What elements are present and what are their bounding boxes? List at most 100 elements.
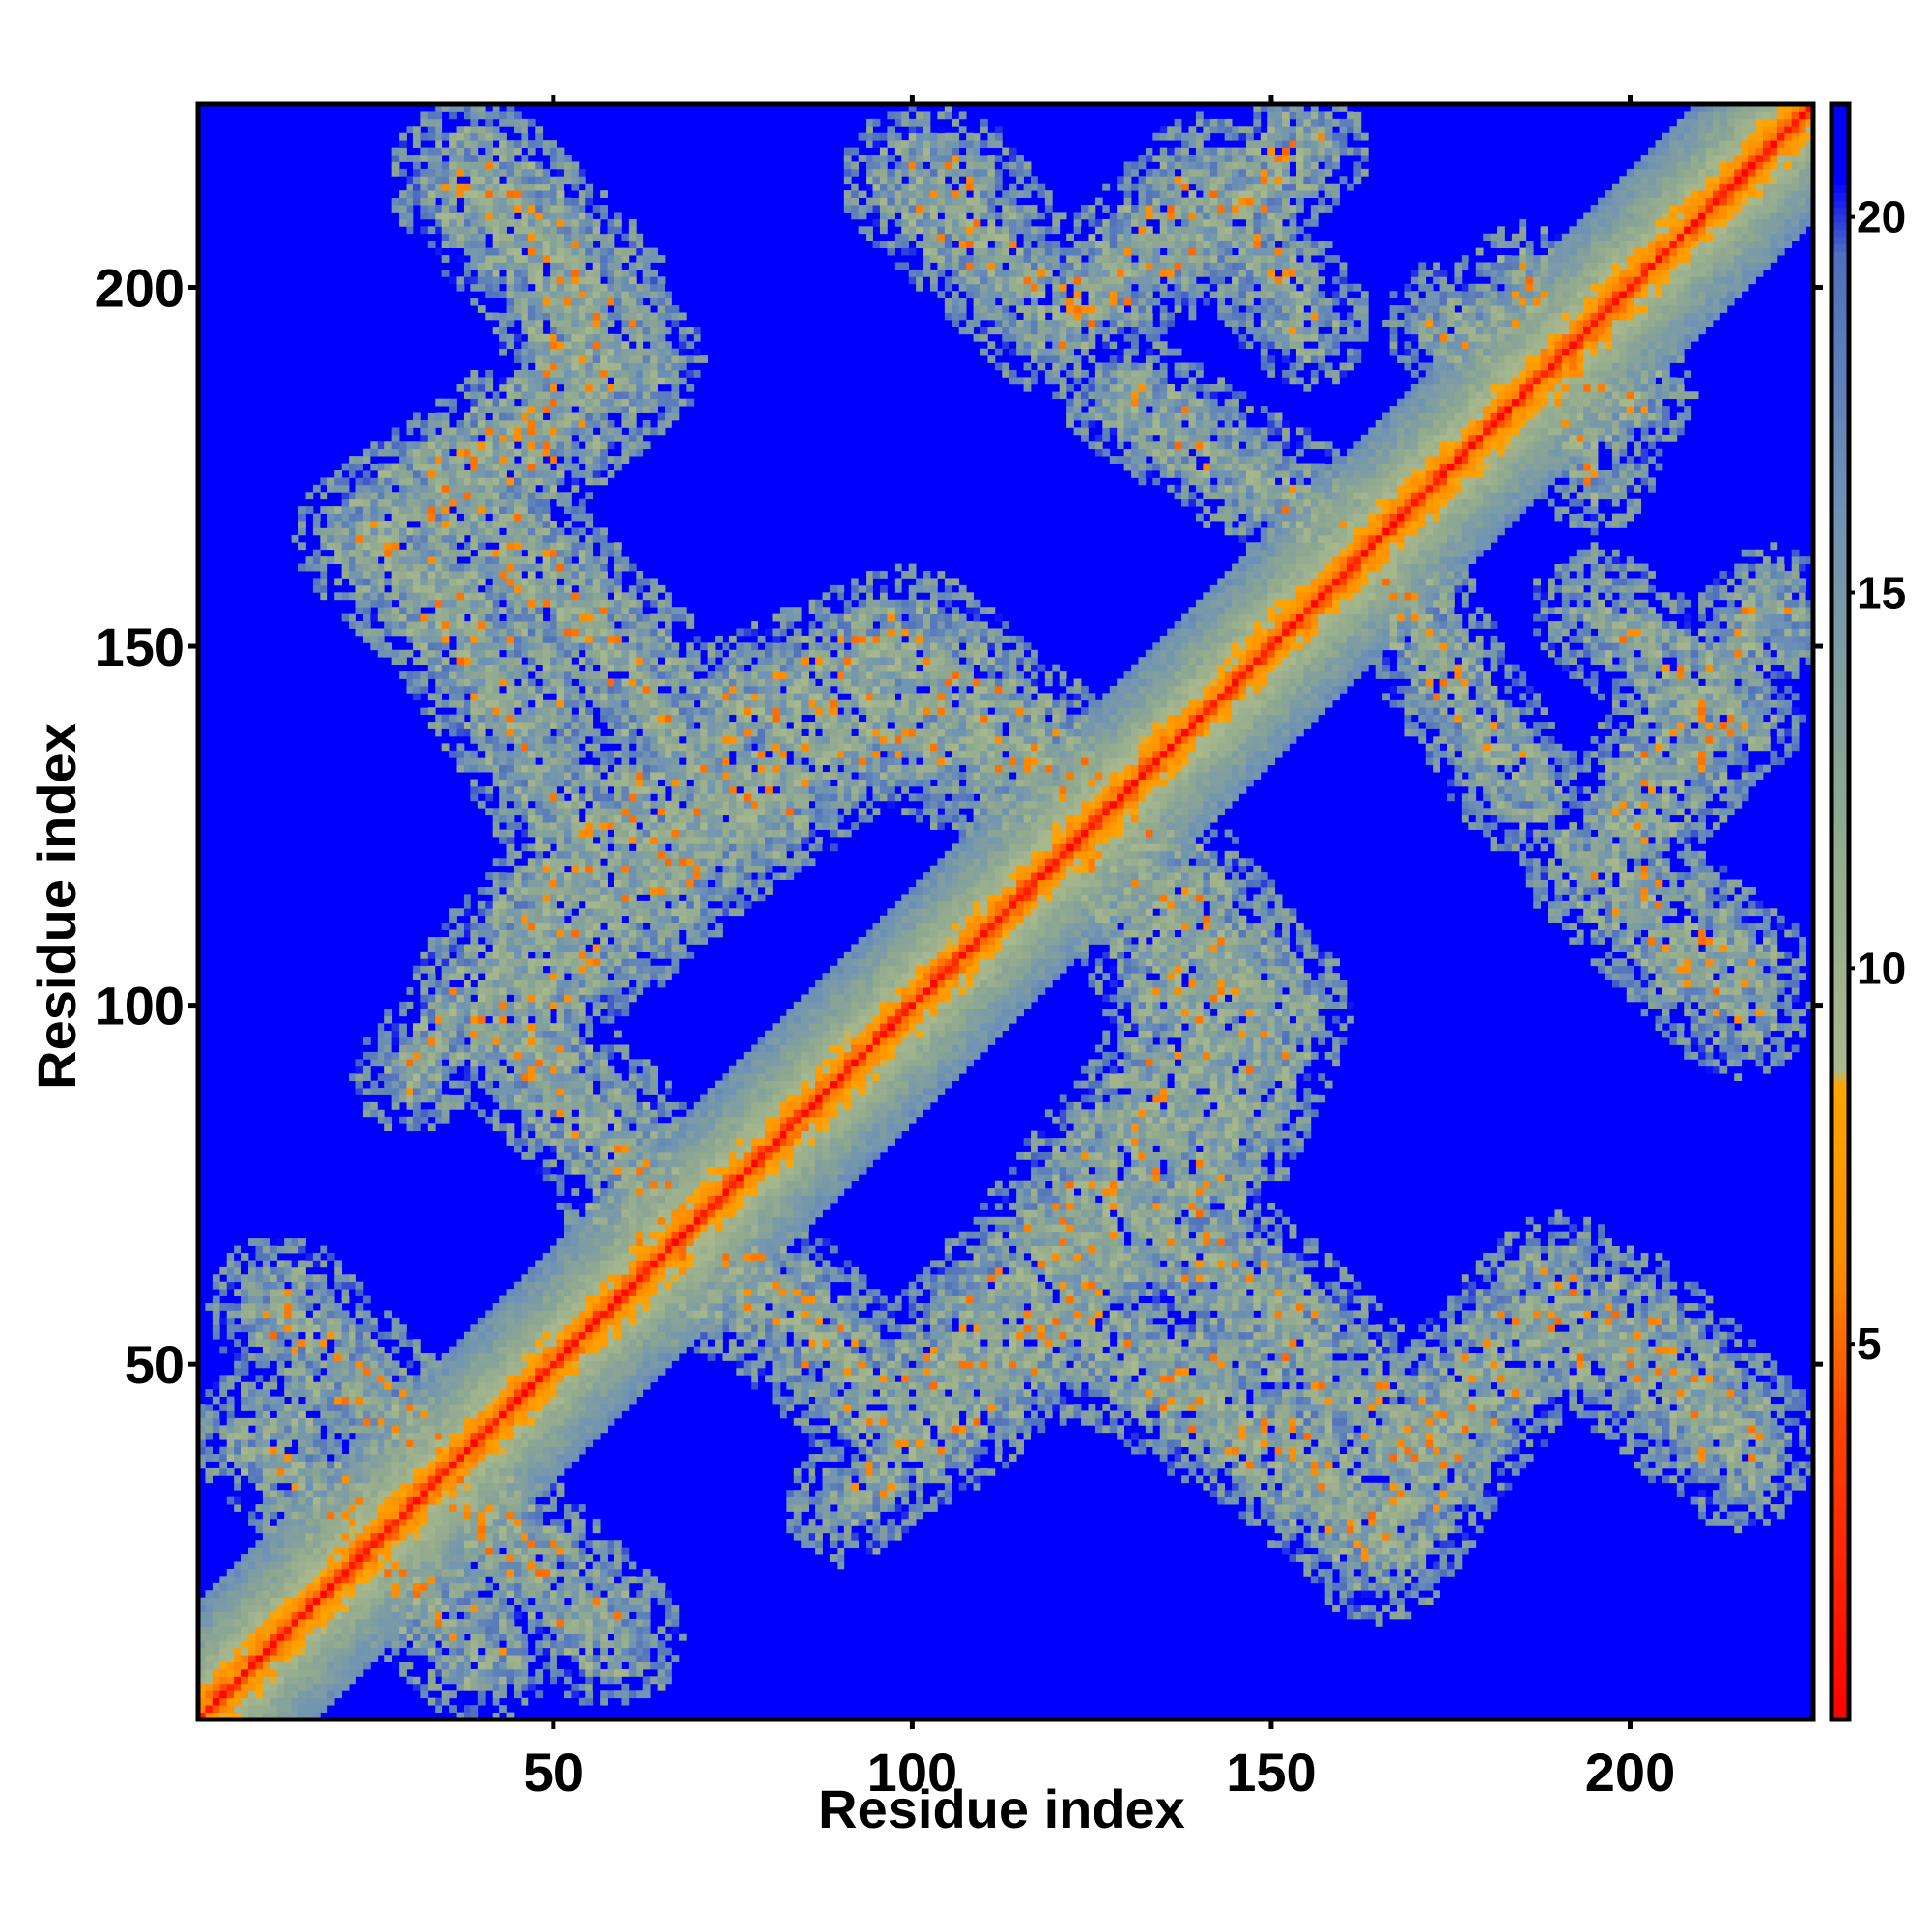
heatmap-cell bbox=[456, 1590, 465, 1599]
heatmap-cell bbox=[535, 779, 544, 787]
heatmap-cell bbox=[412, 1009, 421, 1017]
heatmap-cell bbox=[291, 1266, 299, 1275]
heatmap-cell bbox=[399, 463, 407, 471]
heatmap-cell bbox=[470, 1712, 479, 1720]
heatmap-cell bbox=[456, 750, 465, 758]
heatmap-cell bbox=[449, 1065, 457, 1074]
heatmap-cell bbox=[550, 1618, 557, 1627]
heatmap-cell bbox=[492, 937, 500, 945]
heatmap-cell bbox=[248, 1668, 256, 1677]
heatmap-cell bbox=[327, 1367, 335, 1376]
heatmap-cell bbox=[412, 965, 421, 974]
heatmap-cell bbox=[492, 685, 500, 694]
heatmap-cell bbox=[527, 384, 536, 392]
heatmap-cell bbox=[535, 1490, 544, 1498]
heatmap-cell bbox=[477, 183, 486, 191]
heatmap-cell bbox=[550, 1396, 557, 1405]
heatmap-cell bbox=[485, 1618, 494, 1627]
heatmap-cell bbox=[399, 1518, 407, 1526]
heatmap-cell bbox=[276, 1554, 285, 1562]
heatmap-cell bbox=[513, 1375, 522, 1383]
heatmap-cell bbox=[406, 1540, 414, 1548]
heatmap-cell bbox=[485, 147, 494, 156]
heatmap-cell bbox=[449, 908, 457, 917]
heatmap-cell bbox=[506, 1611, 515, 1620]
heatmap-cell bbox=[542, 908, 551, 917]
heatmap-cell bbox=[420, 1009, 429, 1017]
heatmap-cell bbox=[334, 1496, 343, 1505]
heatmap-cell bbox=[477, 427, 486, 436]
heatmap-cell bbox=[470, 1023, 479, 1032]
heatmap-cell bbox=[542, 836, 551, 844]
heatmap-cell bbox=[506, 1381, 515, 1390]
heatmap-cell bbox=[470, 1518, 479, 1526]
heatmap-cell bbox=[362, 1475, 371, 1484]
heatmap-cell bbox=[513, 255, 522, 263]
heatmap-cell bbox=[449, 1015, 457, 1024]
heatmap-cell bbox=[449, 994, 457, 1003]
heatmap-cell bbox=[355, 563, 364, 572]
heatmap-cell bbox=[535, 1346, 544, 1354]
heatmap-cell bbox=[327, 1324, 335, 1333]
heatmap-cell bbox=[412, 592, 421, 601]
heatmap-cell bbox=[456, 628, 465, 637]
heatmap-cell bbox=[492, 1668, 500, 1677]
heatmap-cell bbox=[506, 1051, 515, 1060]
heatmap-cell bbox=[412, 1590, 421, 1599]
heatmap-cell bbox=[535, 1676, 544, 1685]
heatmap-cell bbox=[449, 1381, 457, 1390]
heatmap-cell bbox=[441, 1044, 450, 1053]
heatmap-cell bbox=[485, 1073, 494, 1082]
heatmap-cell bbox=[470, 578, 479, 586]
heatmap-cell bbox=[391, 434, 400, 442]
heatmap-cell bbox=[334, 1346, 343, 1354]
heatmap-cell bbox=[341, 1582, 350, 1591]
heatmap-cell bbox=[377, 584, 385, 593]
heatmap-cell bbox=[513, 894, 522, 902]
heatmap-cell bbox=[456, 1647, 465, 1656]
heatmap-cell bbox=[449, 714, 457, 723]
heatmap-cell bbox=[449, 599, 457, 608]
heatmap-cell bbox=[391, 1023, 400, 1032]
heatmap-cell bbox=[521, 477, 529, 486]
heatmap-cell bbox=[513, 218, 522, 227]
heatmap-cell bbox=[305, 1317, 314, 1325]
heatmap-cell bbox=[305, 1461, 314, 1469]
heatmap-cell bbox=[463, 183, 471, 191]
heatmap-cell bbox=[241, 1367, 249, 1376]
heatmap-cell bbox=[427, 197, 436, 206]
heatmap-cell bbox=[320, 1676, 328, 1685]
heatmap-cell bbox=[234, 1712, 242, 1720]
heatmap-cell bbox=[470, 1655, 479, 1662]
heatmap-cell bbox=[370, 1404, 379, 1411]
heatmap-cell bbox=[521, 1482, 529, 1491]
heatmap-cell bbox=[521, 1130, 529, 1139]
heatmap-cell bbox=[334, 1561, 343, 1570]
heatmap-cell bbox=[463, 1094, 471, 1103]
heatmap-cell bbox=[456, 104, 465, 112]
heatmap-cell bbox=[485, 965, 494, 974]
heatmap-cell bbox=[527, 521, 536, 528]
heatmap-cell bbox=[248, 1582, 256, 1591]
heatmap-cell bbox=[270, 1454, 278, 1462]
heatmap-cell bbox=[255, 1568, 264, 1577]
heatmap-cell bbox=[542, 900, 551, 909]
heatmap-cell bbox=[477, 743, 486, 752]
heatmap-cell bbox=[477, 1640, 486, 1649]
heatmap-cell bbox=[527, 571, 536, 579]
heatmap-cell bbox=[248, 1303, 256, 1311]
heatmap-cell bbox=[470, 212, 479, 220]
heatmap-cell bbox=[449, 521, 457, 528]
heatmap-cell bbox=[535, 441, 544, 450]
heatmap-cell bbox=[499, 814, 507, 823]
heatmap-cell bbox=[377, 1626, 385, 1634]
heatmap-cell bbox=[248, 1317, 256, 1325]
heatmap-cell bbox=[435, 1080, 443, 1089]
heatmap-cell bbox=[513, 1404, 522, 1411]
heatmap-cell bbox=[492, 722, 500, 729]
heatmap-cell bbox=[312, 1439, 321, 1448]
heatmap-cell bbox=[219, 1590, 228, 1599]
heatmap-cell bbox=[420, 1389, 429, 1397]
heatmap-cell bbox=[334, 527, 343, 536]
heatmap-cell bbox=[456, 965, 465, 974]
